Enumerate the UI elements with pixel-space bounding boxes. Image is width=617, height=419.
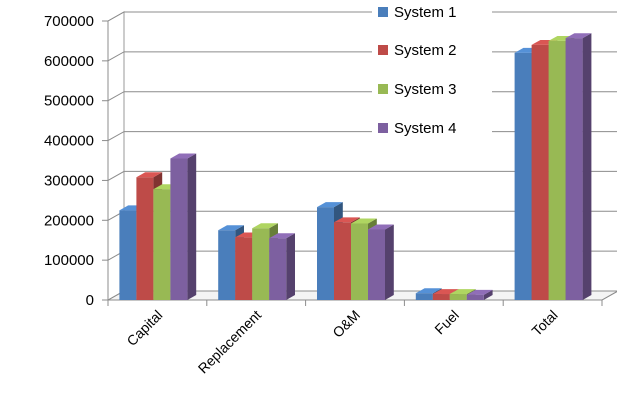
value-axis: 0 100000 200000 300000 400000 500000 600000 700…: [44, 13, 617, 309]
bar-side: [385, 224, 394, 300]
bar-top: [218, 225, 244, 231]
bar-front: [466, 294, 484, 300]
bar-side: [187, 153, 197, 300]
legend-swatch: [378, 45, 388, 55]
bar-system-4: [466, 289, 493, 300]
y-tick-label: 400000: [44, 133, 94, 150]
bar-front: [252, 228, 270, 300]
bar-system-4: [565, 33, 592, 301]
bar-front: [548, 40, 566, 301]
bar-top: [136, 172, 163, 178]
bar-front: [218, 230, 236, 300]
bar-front: [368, 229, 385, 300]
legend-background: [372, 118, 492, 138]
category-axis: Capital Replacement O&M Fuel Total: [123, 307, 560, 377]
y-tick-label: 500000: [44, 93, 94, 110]
bar-top: [565, 33, 592, 39]
floor-edge: [601, 290, 617, 301]
bar-side: [286, 233, 295, 300]
y-tick-label: 0: [86, 292, 94, 309]
bar-system-4: [269, 233, 295, 300]
bar-system-4: [170, 153, 197, 300]
legend-swatch: [378, 7, 388, 17]
y-tick-label: 300000: [44, 172, 94, 189]
bar-top: [449, 289, 476, 295]
bar-top: [432, 289, 459, 295]
category-label: Capital: [123, 307, 165, 349]
bar-front: [565, 38, 583, 300]
legend-item: System 4: [372, 118, 492, 138]
legend-item: System 1: [372, 2, 492, 22]
bar-side: [483, 289, 493, 300]
bar-front: [119, 210, 137, 300]
bar-front: [334, 222, 351, 300]
bar-front: [153, 189, 171, 300]
bar-front: [531, 44, 549, 300]
bar-top: [351, 218, 377, 224]
legend-label: System 2: [394, 42, 457, 59]
legend-item: System 3: [372, 79, 492, 99]
legend-label: System 4: [394, 120, 457, 137]
bar-top: [368, 224, 394, 230]
gridline: [107, 170, 617, 181]
bar-front: [415, 293, 433, 300]
bar-top: [252, 223, 278, 229]
bar-front: [449, 294, 467, 300]
bar-front: [170, 158, 188, 300]
category-label: Fuel: [431, 307, 462, 338]
bar-front: [514, 52, 532, 301]
bars: [119, 33, 592, 301]
gridline: [107, 11, 617, 22]
legend: System 1 System 2 System 3 System 4: [372, 2, 492, 138]
legend-background: [372, 2, 492, 22]
legend-swatch: [378, 123, 388, 133]
bar-top: [269, 233, 295, 239]
bar-system-4: [368, 224, 394, 300]
bar-front: [432, 294, 450, 300]
bar-top: [317, 202, 343, 208]
category-label: O&M: [329, 307, 363, 341]
bar-top: [334, 217, 360, 223]
y-tick-label: 100000: [44, 252, 94, 269]
bar-front: [351, 223, 368, 300]
legend-label: System 1: [394, 4, 457, 21]
bar-front: [235, 237, 253, 300]
bar-top: [415, 288, 442, 294]
legend-background: [372, 40, 492, 60]
legend-background: [372, 79, 492, 99]
bar-front: [136, 177, 154, 300]
category-label: Replacement: [195, 307, 265, 377]
bar-front: [269, 238, 287, 300]
legend-item: System 2: [372, 40, 492, 60]
bar-top: [466, 289, 493, 295]
bar-side: [582, 33, 592, 301]
bar-top: [170, 153, 197, 159]
category-label: Total: [528, 307, 560, 339]
y-tick-label: 600000: [44, 53, 94, 70]
y-tick-label: 700000: [44, 13, 94, 30]
legend-label: System 3: [394, 81, 457, 98]
legend-swatch: [378, 84, 388, 94]
y-tick-label: 200000: [44, 212, 94, 229]
bar-front: [317, 207, 334, 300]
